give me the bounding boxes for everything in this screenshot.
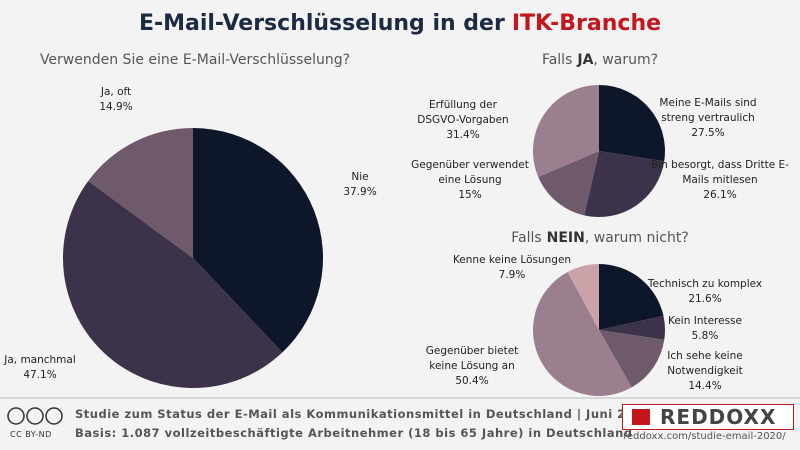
pie-slice [599,315,665,340]
slice-label: Gegenüber bietet keine Lösung an [425,345,519,372]
cc-icons [7,407,63,425]
slice-label: Technisch zu komplex [647,278,763,290]
pie-slice [567,264,599,330]
slice-label: Ja, manchmal [4,354,76,366]
logo-icon [632,409,650,425]
slice-label: Bin besorgt, dass Dritte E-Mails mitlese… [651,159,789,186]
slice-label: Gegenüber verwendet eine Lösung [411,159,529,186]
pie-slice [533,85,599,177]
slice-value: 26.1% [703,189,737,201]
slice-label: Ja, oft [100,86,132,98]
logo-box [622,404,794,430]
slice-value: 31.4% [446,129,480,141]
title-text: E-Mail-Verschlüsselung in der [139,11,505,36]
title-highlight: ITK-Branche [512,11,661,36]
slice-label: Kenne keine Lösungen [452,254,572,266]
pie-slice [599,264,664,330]
pie-title-text: Falls [542,52,572,68]
slice-value: 50.4% [455,375,489,387]
pie-slice [193,128,323,353]
brand: REDDOXX [660,405,777,429]
slice-value: 15% [458,189,482,201]
pie-title-emphasis: JA [576,52,593,68]
pie-title-text: Verwenden Sie eine E-Mail-Verschlüsselun… [40,52,350,68]
pie-title-emphasis: NEIN [547,230,585,246]
slice-value: 7.9% [498,269,526,281]
pie-title-text: Falls [511,230,541,246]
title: E-Mail-Verschlüsselung in der ITK-Branche [139,11,661,36]
slice-value: 21.6% [688,293,722,305]
slice-value: 14.4% [688,380,722,392]
pie-title: Falls JA, warum? [542,52,658,68]
slice-value: 14.9% [99,101,133,113]
slice-value: 5.8% [691,330,719,342]
pie-slice [88,128,193,258]
slice-value: 27.5% [691,127,725,139]
pie-slice [584,151,665,217]
slice-value: 47.1% [23,369,57,381]
pie-title-suffix: , warum nicht? [585,230,689,246]
slice-label: Meine E-Mails sind streng vertraulich [659,97,757,124]
pie-slice [62,181,283,389]
pie-slice [599,85,665,162]
pie-slice [599,330,665,388]
slice-value: 37.9% [343,186,377,198]
footer-line1: Studie zum Status der E-Mail als Kommuni… [75,407,652,421]
pie-slice [532,271,632,397]
slice-label: Kein Interesse [667,315,742,327]
slice-label: Nie [351,171,369,183]
pie-title-suffix: , warum? [593,52,658,68]
license: CC BY-ND [10,430,52,439]
slice-label: Erfüllung der DSGVO-Vorgaben [417,99,509,126]
pie-slice [538,151,599,216]
pie-title: Falls NEIN, warum nicht? [511,230,689,246]
url: reddoxx.com/studie-email-2020/ [623,431,786,442]
footer-line2: Basis: 1.087 vollzeitbeschäftigte Arbeit… [75,426,633,440]
pie-title: Verwenden Sie eine E-Mail-Verschlüsselun… [40,52,350,68]
slice-label: Ich sehe keine Notwendigkeit [667,350,743,377]
